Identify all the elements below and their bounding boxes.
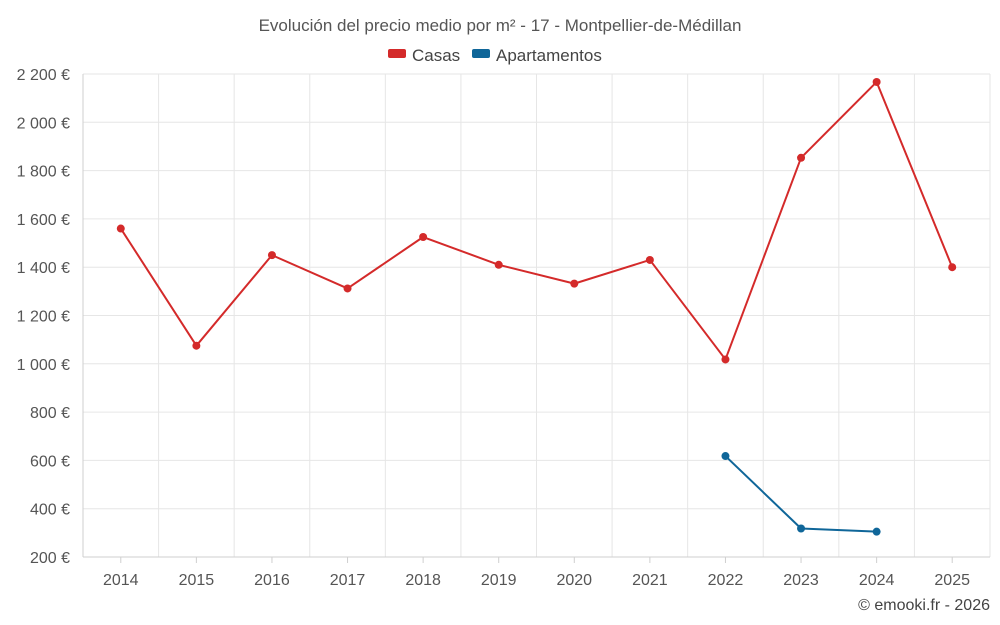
legend-label-apartamentos: Apartamentos (496, 46, 602, 65)
legend-item-apartamentos[interactable]: Apartamentos (472, 46, 602, 65)
data-point-casas-2016[interactable] (267, 251, 276, 260)
axes: 200 € 400 € 600 € 800 € 1 000 € 1 200 € 1 400 … (17, 67, 990, 589)
data-point-casas-2015[interactable] (192, 341, 201, 350)
data-point-casas-2014[interactable] (116, 224, 125, 233)
y-tick-label: 2 000 € (17, 115, 70, 132)
y-tick-label: 2 200 € (17, 67, 70, 84)
data-point-casas-2024[interactable] (872, 77, 881, 86)
y-tick-label: 200 € (30, 550, 70, 567)
legend-label-casas: Casas (412, 46, 460, 65)
data-point-casas-2020[interactable] (570, 279, 579, 288)
data-point-casas-2019[interactable] (494, 260, 503, 269)
x-tick-label: 2023 (783, 572, 819, 589)
chart-title: Evolución del precio medio por m² - 17 -… (259, 16, 742, 35)
y-tick-label: 600 € (30, 453, 70, 470)
credit-text: © emooki.fr - 2026 (858, 597, 990, 614)
y-tick-label: 400 € (30, 502, 70, 519)
x-tick-label: 2020 (556, 572, 592, 589)
y-tick-label: 1 000 € (17, 357, 70, 374)
y-tick-label: 1 400 € (17, 260, 70, 277)
y-tick-label: 1 200 € (17, 309, 70, 326)
legend-swatch-apartamentos (472, 49, 490, 58)
data-point-apartamentos-2022[interactable] (721, 452, 730, 461)
series-line-apartamentos (724, 455, 877, 533)
data-point-apartamentos-2024[interactable] (872, 527, 881, 536)
data-point-casas-2021[interactable] (645, 255, 654, 264)
x-tick-label: 2015 (179, 572, 215, 589)
legend-item-casas[interactable]: Casas (388, 46, 460, 65)
x-tick-label: 2024 (859, 572, 895, 589)
data-point-casas-2025[interactable] (948, 263, 957, 272)
data-point-casas-2023[interactable] (797, 153, 806, 162)
x-tick-label: 2021 (632, 572, 668, 589)
x-tick-label: 2017 (330, 572, 366, 589)
legend: Casas Apartamentos (388, 46, 602, 65)
x-tick-label: 2022 (708, 572, 744, 589)
series-line-casas (119, 80, 954, 361)
data-point-casas-2022[interactable] (721, 355, 730, 364)
series (116, 77, 957, 536)
data-point-casas-2018[interactable] (419, 233, 428, 242)
x-tick-label: 2019 (481, 572, 517, 589)
y-tick-label: 800 € (30, 405, 70, 422)
y-tick-label: 1 600 € (17, 212, 70, 229)
x-tick-label: 2016 (254, 572, 290, 589)
y-tick-label: 1 800 € (17, 164, 70, 181)
data-point-casas-2017[interactable] (343, 284, 352, 293)
x-tick-label: 2025 (934, 572, 970, 589)
x-tick-label: 2014 (103, 572, 139, 589)
gridlines (82, 73, 991, 557)
x-tick-label: 2018 (405, 572, 441, 589)
data-point-apartamentos-2023[interactable] (797, 524, 806, 533)
legend-swatch-casas (388, 49, 406, 58)
